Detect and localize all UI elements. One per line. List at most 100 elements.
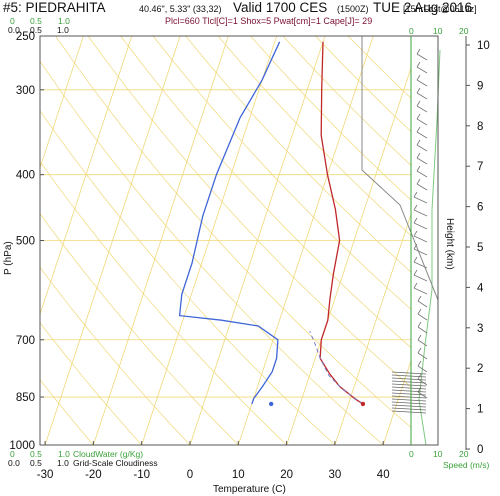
wind-barb	[413, 274, 428, 282]
wind-barb	[413, 209, 428, 217]
wind-barb	[416, 183, 428, 191]
cloudiness-tick-top-2: 1.0	[57, 25, 69, 35]
wind-barb	[417, 339, 428, 347]
speed-tick-bottom-1: 10	[433, 449, 443, 459]
wind-barb	[416, 79, 428, 87]
wind-barb	[413, 248, 428, 256]
dry-adiabat	[217, 36, 411, 237]
wind-barb-flag	[416, 87, 421, 94]
pressure-tick-label: 250	[16, 31, 35, 43]
chart-series	[178, 41, 366, 407]
dry-adiabat	[55, 36, 411, 428]
cloudwater-tick-bottom-1: 0.5	[30, 449, 42, 459]
height-tick-label: 7	[477, 161, 483, 173]
wind-barb	[417, 300, 428, 308]
wind-barb-low	[391, 380, 427, 384]
wind-barb-low	[391, 395, 427, 399]
wind-barb	[417, 326, 428, 334]
speed-tick-bottom-2: 20	[459, 449, 469, 459]
wind-barb-flag	[417, 360, 422, 367]
wind-barb-flag	[416, 178, 421, 185]
wind-barb-low	[391, 407, 427, 411]
x-axis-label: Temperature (C)	[213, 484, 286, 495]
wind-barb-low	[391, 401, 427, 405]
wind-barb-flag	[413, 217, 418, 224]
wind-barb-flag	[417, 386, 422, 393]
y-axis-label: P (hPa)	[3, 241, 14, 275]
temperature-tick-label: -20	[85, 469, 102, 481]
wind-barb	[413, 196, 428, 204]
dewpoint-profile	[178, 41, 281, 405]
dry-adiabat	[40, 379, 94, 445]
temperature-tick-label: 10	[232, 469, 245, 481]
valid-time: Valid 1700 CES	[233, 0, 327, 15]
cloudwater-tick-top-1: 0.5	[30, 16, 42, 26]
height-tick-label: 6	[477, 202, 483, 214]
speed-label: Speed (m/s)	[443, 460, 489, 470]
wind-barb	[416, 131, 428, 139]
wind-barb-flag	[416, 113, 421, 120]
wind-barb	[416, 66, 428, 74]
wind-barb-low	[391, 377, 427, 381]
isotherm-line	[382, 359, 411, 445]
wind-barb-flag	[417, 334, 422, 341]
dry-adiabat	[120, 36, 411, 349]
wind-barb-flag	[417, 308, 422, 315]
wind-barb	[413, 222, 428, 230]
wind-barb-flag	[416, 48, 421, 55]
wind-barb	[416, 92, 428, 100]
wind-barb-flag	[416, 61, 421, 68]
wind-barb-flag	[413, 204, 418, 211]
cloudiness-tick-bottom-1: 0.5	[30, 458, 42, 468]
wind-barb-flag	[413, 243, 418, 250]
temperature-profile	[319, 41, 364, 405]
temperature-tick-label: -30	[37, 469, 54, 481]
forecast-date: TUE 2 Aug 2016	[373, 0, 472, 15]
height-tick-label: 10	[477, 40, 490, 52]
dry-adiabat	[250, 36, 411, 201]
wind-barb	[416, 53, 428, 61]
wind-barb-flag	[417, 347, 422, 354]
speed-tick-bottom-0: 0	[409, 449, 414, 459]
dry-adiabat	[40, 60, 384, 445]
chart-header: #5: PIEDRAHITA 40.46", 5.33" (33,32) Val…	[3, 0, 477, 26]
wind-barb-low	[391, 389, 427, 393]
height-tick-label: 5	[477, 242, 483, 254]
wind-barb-low	[391, 398, 427, 402]
wind-barb-flag	[413, 191, 418, 198]
dry-adiabat	[152, 36, 411, 310]
speed-tick-top-1: 10	[433, 26, 443, 36]
temperature-tick-label: 30	[329, 469, 342, 481]
temperature-tick-label: 0	[187, 469, 193, 481]
wind-barb-low	[391, 383, 427, 387]
pressure-tick-label: 700	[16, 335, 35, 347]
dry-adiabat	[40, 266, 191, 445]
stability-indices: Plcl=660 Tlcl[C]=1 Shox=5 Pwat[cm]=1 Cap…	[165, 16, 372, 26]
surface-temperature-point	[360, 401, 366, 407]
cloudiness-tick-top-1: 0.5	[30, 25, 42, 35]
wind-barb	[417, 313, 428, 321]
height-axis-label: Height (km)	[444, 218, 455, 270]
height-tick-label: 0	[477, 444, 483, 456]
surface-dewpoint-point	[268, 401, 274, 407]
cloudiness-label: Grid-Scale Cloudiness	[73, 458, 158, 468]
cloudwater-tick-top-2: 1.0	[58, 16, 70, 26]
wind-barb	[416, 157, 428, 165]
chart-grid	[40, 36, 411, 445]
dry-adiabat	[40, 110, 336, 445]
wind-speed-line	[418, 49, 441, 446]
temperature-tick-label: 20	[280, 469, 293, 481]
wind-barb-flag	[416, 139, 421, 146]
wind-barb	[413, 235, 428, 243]
wind-barb-flag	[416, 74, 421, 81]
pressure-tick-label: 500	[16, 236, 35, 248]
wind-barb	[417, 352, 428, 360]
wind-barb-low	[391, 410, 427, 414]
wind-barb-low	[391, 374, 427, 378]
pressure-tick-label: 400	[16, 170, 35, 182]
cloudwater-tick-bottom-2: 1.0	[58, 449, 70, 459]
pressure-tick-label: 850	[16, 392, 35, 404]
cloudiness-tick-top-0: 0.0	[8, 25, 20, 35]
